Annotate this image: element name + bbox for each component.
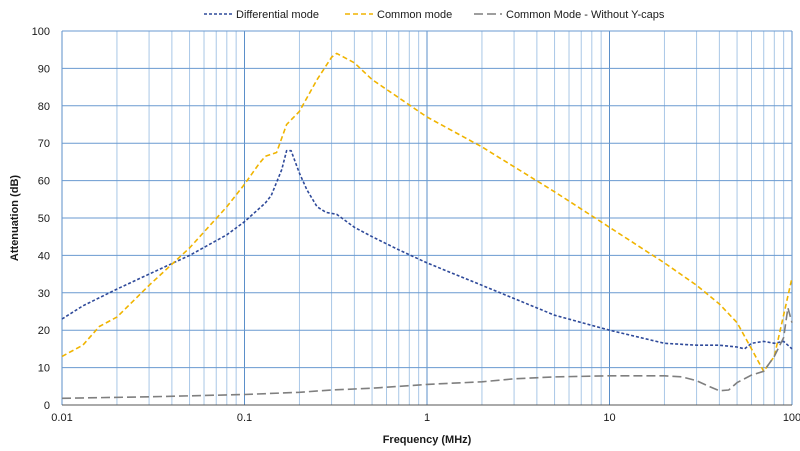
series-lines [61, 52, 793, 400]
series-line-2 [61, 52, 793, 373]
y-tick-label: 10 [38, 363, 50, 375]
y-tick-label: 0 [44, 400, 50, 412]
legend-label-2: Common mode [377, 9, 452, 21]
x-tick-label: 100 [783, 412, 800, 424]
series-line-1 [61, 149, 793, 350]
y-tick-label: 70 [38, 138, 50, 150]
y-tick-label: 40 [38, 250, 50, 262]
x-tick-label: 0.1 [237, 412, 252, 424]
grid [61, 30, 793, 406]
y-tick-label: 60 [38, 176, 50, 188]
x-tick-label: 10 [603, 412, 615, 424]
tick-labels: 0.01 0.1 1 10 100 0 10 20 30 40 50 60 70 80 90 100 [32, 26, 800, 424]
y-axis-title: Attenuation (dB) [9, 175, 21, 261]
legend-label-1: Differential mode [236, 9, 319, 21]
y-tick-label: 50 [38, 213, 50, 225]
legend: Differential mode Common mode Common Mode … [204, 9, 665, 21]
y-tick-label: 20 [38, 325, 50, 337]
series-line-3 [61, 307, 793, 400]
y-tick-label: 100 [32, 26, 50, 38]
y-tick-label: 90 [38, 63, 50, 75]
x-tick-label: 0.01 [51, 412, 72, 424]
x-tick-label: 1 [424, 412, 430, 424]
legend-label-3: Common Mode - Without Y-caps [506, 9, 665, 21]
y-tick-label: 30 [38, 288, 50, 300]
x-axis-title: Frequency (MHz) [383, 434, 472, 446]
y-tick-label: 80 [38, 101, 50, 113]
